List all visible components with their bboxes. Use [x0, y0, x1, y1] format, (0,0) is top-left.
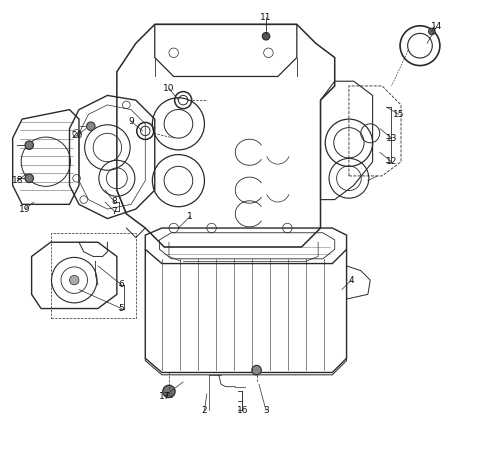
Circle shape: [70, 276, 79, 285]
Text: 18: 18: [12, 176, 23, 185]
Text: 13: 13: [386, 133, 397, 142]
Text: 3: 3: [263, 406, 269, 415]
Circle shape: [25, 174, 34, 182]
Text: 12: 12: [386, 157, 397, 166]
Text: 14: 14: [431, 22, 442, 31]
Text: 19: 19: [19, 205, 31, 214]
Text: 15: 15: [393, 110, 405, 119]
Text: 4: 4: [348, 276, 354, 285]
Text: 11: 11: [260, 13, 272, 22]
Circle shape: [262, 32, 270, 40]
Text: 6: 6: [119, 280, 124, 289]
Circle shape: [163, 385, 175, 398]
Text: 1: 1: [187, 212, 193, 221]
Text: 20: 20: [71, 131, 82, 140]
Text: 7: 7: [112, 207, 118, 216]
Text: 17: 17: [158, 392, 170, 400]
Text: 5: 5: [119, 304, 124, 313]
Text: 16: 16: [237, 406, 248, 415]
Text: 8: 8: [112, 198, 118, 207]
Text: 9: 9: [128, 117, 134, 126]
Circle shape: [429, 28, 435, 35]
Circle shape: [252, 365, 261, 375]
Circle shape: [86, 122, 95, 131]
Circle shape: [25, 141, 34, 150]
Text: 2: 2: [202, 406, 207, 415]
Text: 10: 10: [163, 84, 175, 93]
